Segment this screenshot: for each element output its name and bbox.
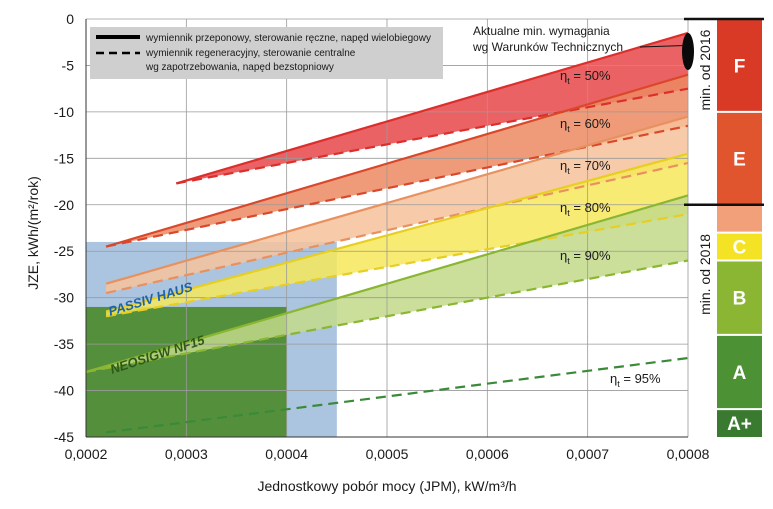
y-axis-title: JZE, kWh/(m²/rok): [25, 176, 41, 290]
x-tick-label-5: 0,0007: [566, 446, 609, 462]
y-tick-label-6: -30: [54, 290, 74, 306]
class-band-1: [717, 111, 762, 205]
class-band-3: [717, 232, 762, 261]
y-tick-label-5: -25: [54, 243, 74, 259]
class-label-3: C: [733, 238, 747, 259]
legend-dashed-label-2: wg zapotrzebowania, napęd bezstopniowy: [145, 62, 334, 73]
annotation-pointer: [639, 45, 686, 48]
class-band-4: [717, 260, 762, 335]
legend-box: [90, 27, 443, 79]
eta-label-3: ηt = 80%: [560, 200, 611, 218]
y-tick-label-9: -45: [54, 429, 74, 445]
class-band-6: [717, 409, 762, 437]
series-2-dashed: [105, 161, 689, 295]
eta-label-0: ηt = 50%: [560, 68, 611, 86]
x-tick-label-6: 0,0008: [667, 446, 710, 462]
series-lines-layer: [85, 31, 689, 434]
series-1-solid: [105, 73, 689, 248]
series-0-dashed: [176, 87, 689, 185]
threshold-label-1: min. od 2018: [697, 234, 713, 315]
series-5-dashed: [105, 356, 689, 434]
y-tick-label-7: -35: [54, 336, 74, 352]
y-tick-label-8: -40: [54, 383, 74, 399]
class-band-5: [717, 334, 762, 410]
class-band-2: [717, 204, 762, 233]
class-label-0: F: [734, 56, 746, 77]
series-2-solid: [105, 115, 689, 285]
series-4-solid: [85, 194, 689, 374]
eta-label-4: ηt = 90%: [560, 248, 611, 266]
series-4-dashed: [85, 259, 689, 374]
series-3-solid: [105, 152, 689, 313]
class-band-0: [717, 19, 762, 112]
class-label-5: A: [733, 363, 747, 384]
x-tick-label-3: 0,0005: [366, 446, 409, 462]
eta-label-5: ηt = 95%: [610, 371, 661, 389]
x-tick-label-1: 0,0003: [165, 446, 208, 462]
class-label-4: B: [733, 289, 747, 310]
x-tick-label-2: 0,0004: [265, 446, 308, 462]
threshold-label-0: min. od 2016: [697, 29, 713, 110]
x-tick-label-0: 0,0002: [65, 446, 108, 462]
axes-layer: 0,0002 0,0003 0,0004 0,0005 0,0006 0,0007 0,00…: [54, 11, 710, 462]
class-label-6: A+: [727, 414, 752, 435]
y-tick-label-3: -15: [54, 150, 74, 166]
x-axis-title: Jednostkowy pobór mocy (JPM), kW/m³/h: [257, 478, 516, 494]
annotation-line-1: Aktualne min. wymagania: [473, 24, 610, 38]
legend: wymiennik przeponowy, sterowanie ręczne,…: [90, 27, 443, 79]
y-tick-label-2: -10: [54, 104, 74, 120]
series-3-dashed: [105, 212, 689, 318]
energy-class-scale: F E C B A A+ min. od 2016 min. od 2018: [684, 17, 764, 437]
y-tick-label-0: 0: [66, 11, 74, 27]
annotation-line-2: wg Warunków Technicznych: [472, 40, 623, 54]
requirements-annotation: Aktualne min. wymagania wg Warunków Tech…: [472, 24, 623, 54]
eta-label-1: ηt = 60%: [560, 116, 611, 134]
x-tick-label-4: 0,0006: [466, 446, 509, 462]
eta-label-2: ηt = 70%: [560, 158, 611, 176]
legend-solid-label: wymiennik przeponowy, sterowanie ręczne,…: [145, 33, 431, 44]
y-tick-label-1: -5: [62, 57, 75, 73]
annotation-marker: [682, 32, 694, 71]
series-1-dashed: [105, 124, 689, 248]
series-0-solid: [175, 31, 689, 185]
class-label-1: E: [733, 149, 746, 170]
legend-dashed-label-1: wymiennik regeneracyjny, sterowanie cent…: [145, 48, 356, 59]
band-3: [106, 153, 689, 317]
y-tick-label-4: -20: [54, 197, 74, 213]
